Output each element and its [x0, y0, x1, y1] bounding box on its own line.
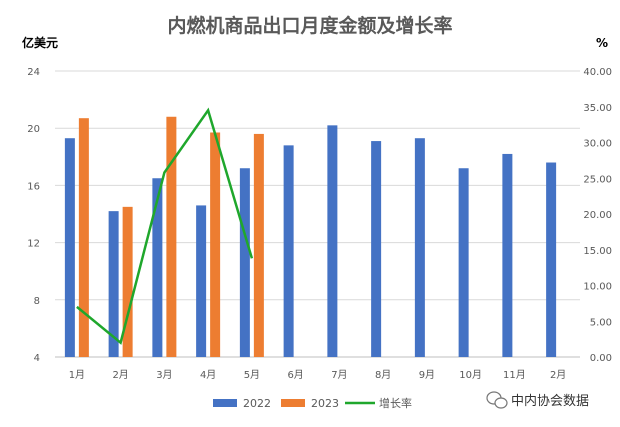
y-right-tick-label: 40.00	[583, 67, 612, 78]
x-tick-label: 2月	[112, 369, 128, 381]
y-left-tick-label: 20	[27, 124, 40, 135]
y-right-tick-label: 30.00	[583, 139, 612, 150]
bars	[64, 116, 557, 357]
x-tick-label: 2月	[550, 369, 566, 381]
legend-label: 2023	[311, 397, 339, 410]
y-right-tick-label: 5.00	[590, 317, 612, 328]
wechat-icon	[486, 391, 508, 409]
y-left-tick-label: 8	[34, 296, 40, 307]
x-tick-label: 11月	[503, 369, 526, 381]
left-axis-unit: 亿美元	[22, 35, 58, 50]
legend: 2022 2023 增长率	[213, 396, 412, 410]
legend-swatch	[213, 399, 237, 407]
bar-2022	[152, 178, 163, 357]
legend-label: 增长率	[379, 396, 412, 410]
y-right-tick-label: 25.00	[583, 174, 612, 185]
bar-2023	[253, 133, 264, 357]
x-tick-label: 7月	[331, 369, 347, 381]
bar-2022	[108, 211, 119, 357]
x-tick-label: 9月	[419, 369, 435, 381]
bar-2022	[196, 205, 207, 357]
growth-line	[76, 107, 254, 345]
y-left-tick-label: 24	[27, 67, 40, 78]
bar-2022	[458, 168, 469, 357]
y-right-tick-label: 20.00	[583, 210, 612, 221]
watermark: 中内协会数据	[486, 391, 589, 409]
x-tick-label: 10月	[459, 369, 482, 381]
y-left-tick-label: 4	[34, 353, 40, 364]
bar-2022	[414, 138, 425, 357]
x-tick-label: 3月	[156, 369, 172, 381]
x-tick-label: 4月	[200, 369, 216, 381]
legend-swatch	[281, 399, 305, 407]
bar-2022	[283, 145, 294, 357]
y-right-tick-label: 35.00	[583, 103, 612, 114]
line-增长率	[76, 107, 254, 345]
right-axis-unit: %	[596, 36, 608, 50]
legend-label: 2022	[243, 397, 271, 410]
bar-2022	[546, 162, 557, 357]
chart-title: 内燃机商品出口月度金额及增长率	[167, 14, 452, 37]
bar-2023	[166, 116, 177, 357]
y-left-tick-label: 16	[27, 181, 40, 192]
axis-labels: 4 8 12 16 20 24 0.00 5.00 10.00 15.00 20.00 25.00 30…	[27, 67, 612, 381]
bar-2023	[78, 118, 89, 357]
x-tick-label: 6月	[287, 369, 303, 381]
watermark-text: 中内协会数据	[511, 393, 589, 409]
x-tick-label: 5月	[244, 369, 260, 381]
bar-2023	[210, 132, 221, 357]
bar-2022	[502, 153, 513, 357]
y-right-tick-label: 10.00	[583, 282, 612, 293]
x-tick-label: 1月	[69, 369, 85, 381]
bar-2022	[327, 125, 338, 357]
bar-2023	[122, 206, 133, 357]
gridlines	[55, 70, 580, 358]
x-tick-label: 8月	[375, 369, 391, 381]
bar-2022	[239, 168, 250, 357]
y-right-tick-label: 0.00	[590, 353, 612, 364]
bar-2022	[64, 138, 75, 357]
y-right-tick-label: 15.00	[583, 246, 612, 257]
bar-2022	[371, 141, 382, 357]
y-left-tick-label: 12	[27, 239, 40, 250]
